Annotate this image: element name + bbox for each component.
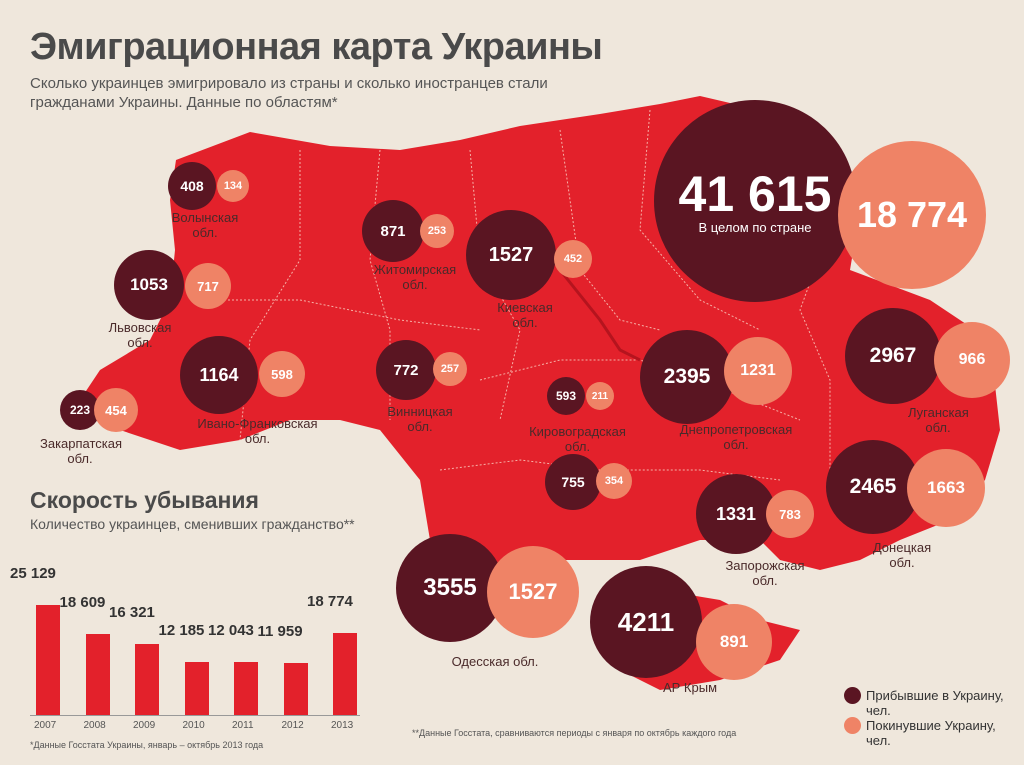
departed-bubble: 211	[586, 382, 614, 410]
arrived-bubble: 223	[60, 390, 100, 430]
year-tick-label: 2013	[331, 720, 354, 731]
chart-baseline	[30, 715, 360, 716]
departed-bubble: 598	[259, 351, 305, 397]
legend-departed-swatch	[844, 717, 861, 734]
departed-bubble: 253	[420, 214, 454, 248]
region-label: Закарпатская обл.	[40, 436, 123, 466]
region-label: Винницкая обл.	[387, 404, 453, 434]
arrived-bubble: 2967	[845, 308, 941, 404]
departed-bubble: 966	[934, 322, 1010, 398]
total-arrived-value: 41 615	[678, 165, 832, 222]
region-label: Днепропетровская обл.	[679, 422, 793, 452]
region-label: Запорожская обл.	[725, 558, 805, 588]
arrived-bubble: 1527	[466, 210, 556, 300]
bar-value-label: 11 959	[257, 622, 303, 640]
arrived-bubble: 755	[545, 454, 601, 510]
departed-bubble: 1663	[907, 449, 985, 527]
chart-footnote: *Данные Госстата Украины, январь – октяб…	[30, 740, 264, 750]
legend-arrived-swatch	[844, 687, 861, 704]
year-tick-label: 2011	[232, 720, 254, 731]
bar-2007	[36, 605, 60, 715]
arrived-bubble: 1331	[696, 474, 776, 554]
bar-value-label: 18 609	[59, 593, 106, 611]
bar-chart: 25 129 2007 18 609 2008 16 321 2009 12 185 2010…	[0, 0, 380, 765]
arrived-bubble: 593	[547, 377, 585, 415]
page-title: Эмиграционная карта Украины	[30, 26, 603, 68]
year-tick-label: 2012	[281, 720, 304, 731]
arrived-bubble: 2465	[826, 440, 920, 534]
bar-value-label: 25 129	[10, 565, 56, 582]
departed-bubble: 891	[696, 604, 772, 680]
year-tick-label: 2010	[182, 720, 205, 731]
arrived-bubble: 408	[168, 162, 216, 210]
bar-value-label: 16 321	[109, 603, 155, 621]
arrived-bubble: 871	[362, 200, 424, 262]
legend-departed-label: Покинувшие Украину, чел.	[866, 718, 996, 748]
departed-bubble: 1527	[487, 546, 579, 638]
departed-bubble: 783	[766, 490, 814, 538]
region-label: Киевская обл.	[497, 300, 553, 330]
year-tick-label: 2009	[133, 720, 156, 731]
region-label: Кировоградская обл.	[529, 424, 626, 454]
total-departed-value: 18 774	[856, 194, 968, 235]
departed-bubble: 452	[554, 240, 592, 278]
total-departed-bubble: 18 774	[838, 141, 986, 289]
bar-value-label: 12 043	[208, 622, 254, 640]
region-label: Донецкая обл.	[872, 540, 932, 570]
map-footnote: **Данные Госстата, сравниваются периоды …	[412, 728, 737, 738]
bar-2008	[85, 633, 110, 715]
bar-2011	[234, 662, 258, 715]
region-label: АР Крым	[662, 680, 718, 695]
legend-arrived-label: Прибывшие в Украину, чел.	[866, 688, 1004, 718]
departed-bubble: 257	[433, 352, 467, 386]
departed-bubble: 354	[596, 463, 632, 499]
arrived-bubble: 2395	[640, 330, 734, 424]
arrived-bubble: 4211	[590, 566, 702, 678]
departed-bubble: 134	[217, 170, 249, 202]
total-label: В целом по стране	[698, 219, 812, 235]
region-label: Волынская обл.	[171, 210, 239, 240]
total-arrived-bubble: 41 615 В целом по стране	[654, 100, 856, 302]
chart-title: Скорость убывания	[30, 487, 259, 513]
year-tick-label: 2007	[34, 720, 57, 731]
region-label: Луганская обл.	[908, 405, 969, 435]
departed-bubble: 1231	[724, 337, 792, 405]
arrived-bubble: 1053	[114, 250, 184, 320]
departed-bubble: 717	[185, 263, 231, 309]
arrived-bubble: 1164	[180, 336, 258, 414]
page-subtitle: Сколько украинцев эмигрировало из страны…	[30, 75, 548, 111]
arrived-bubble: 3555	[396, 534, 504, 642]
bar-2009	[135, 643, 159, 715]
region-label: Ивано-Франковская обл.	[197, 416, 318, 446]
bar-value-label: 12 185	[158, 621, 205, 639]
departed-bubble: 454	[94, 388, 138, 432]
bar-2010	[184, 661, 209, 715]
bar-value-label: 18 774	[307, 592, 353, 610]
chart-subtitle: Количество украинцев, сменивших гражданс…	[30, 516, 355, 532]
arrived-bubble: 772	[376, 340, 436, 400]
dnieper-river	[558, 269, 641, 362]
region-label: Житомирская обл.	[373, 262, 457, 292]
bar-2013	[333, 632, 357, 715]
region-label: Одесская обл.	[451, 654, 539, 669]
year-tick-label: 2008	[83, 720, 106, 731]
bar-2012	[283, 662, 308, 715]
region-label: Львовская обл.	[108, 320, 172, 350]
